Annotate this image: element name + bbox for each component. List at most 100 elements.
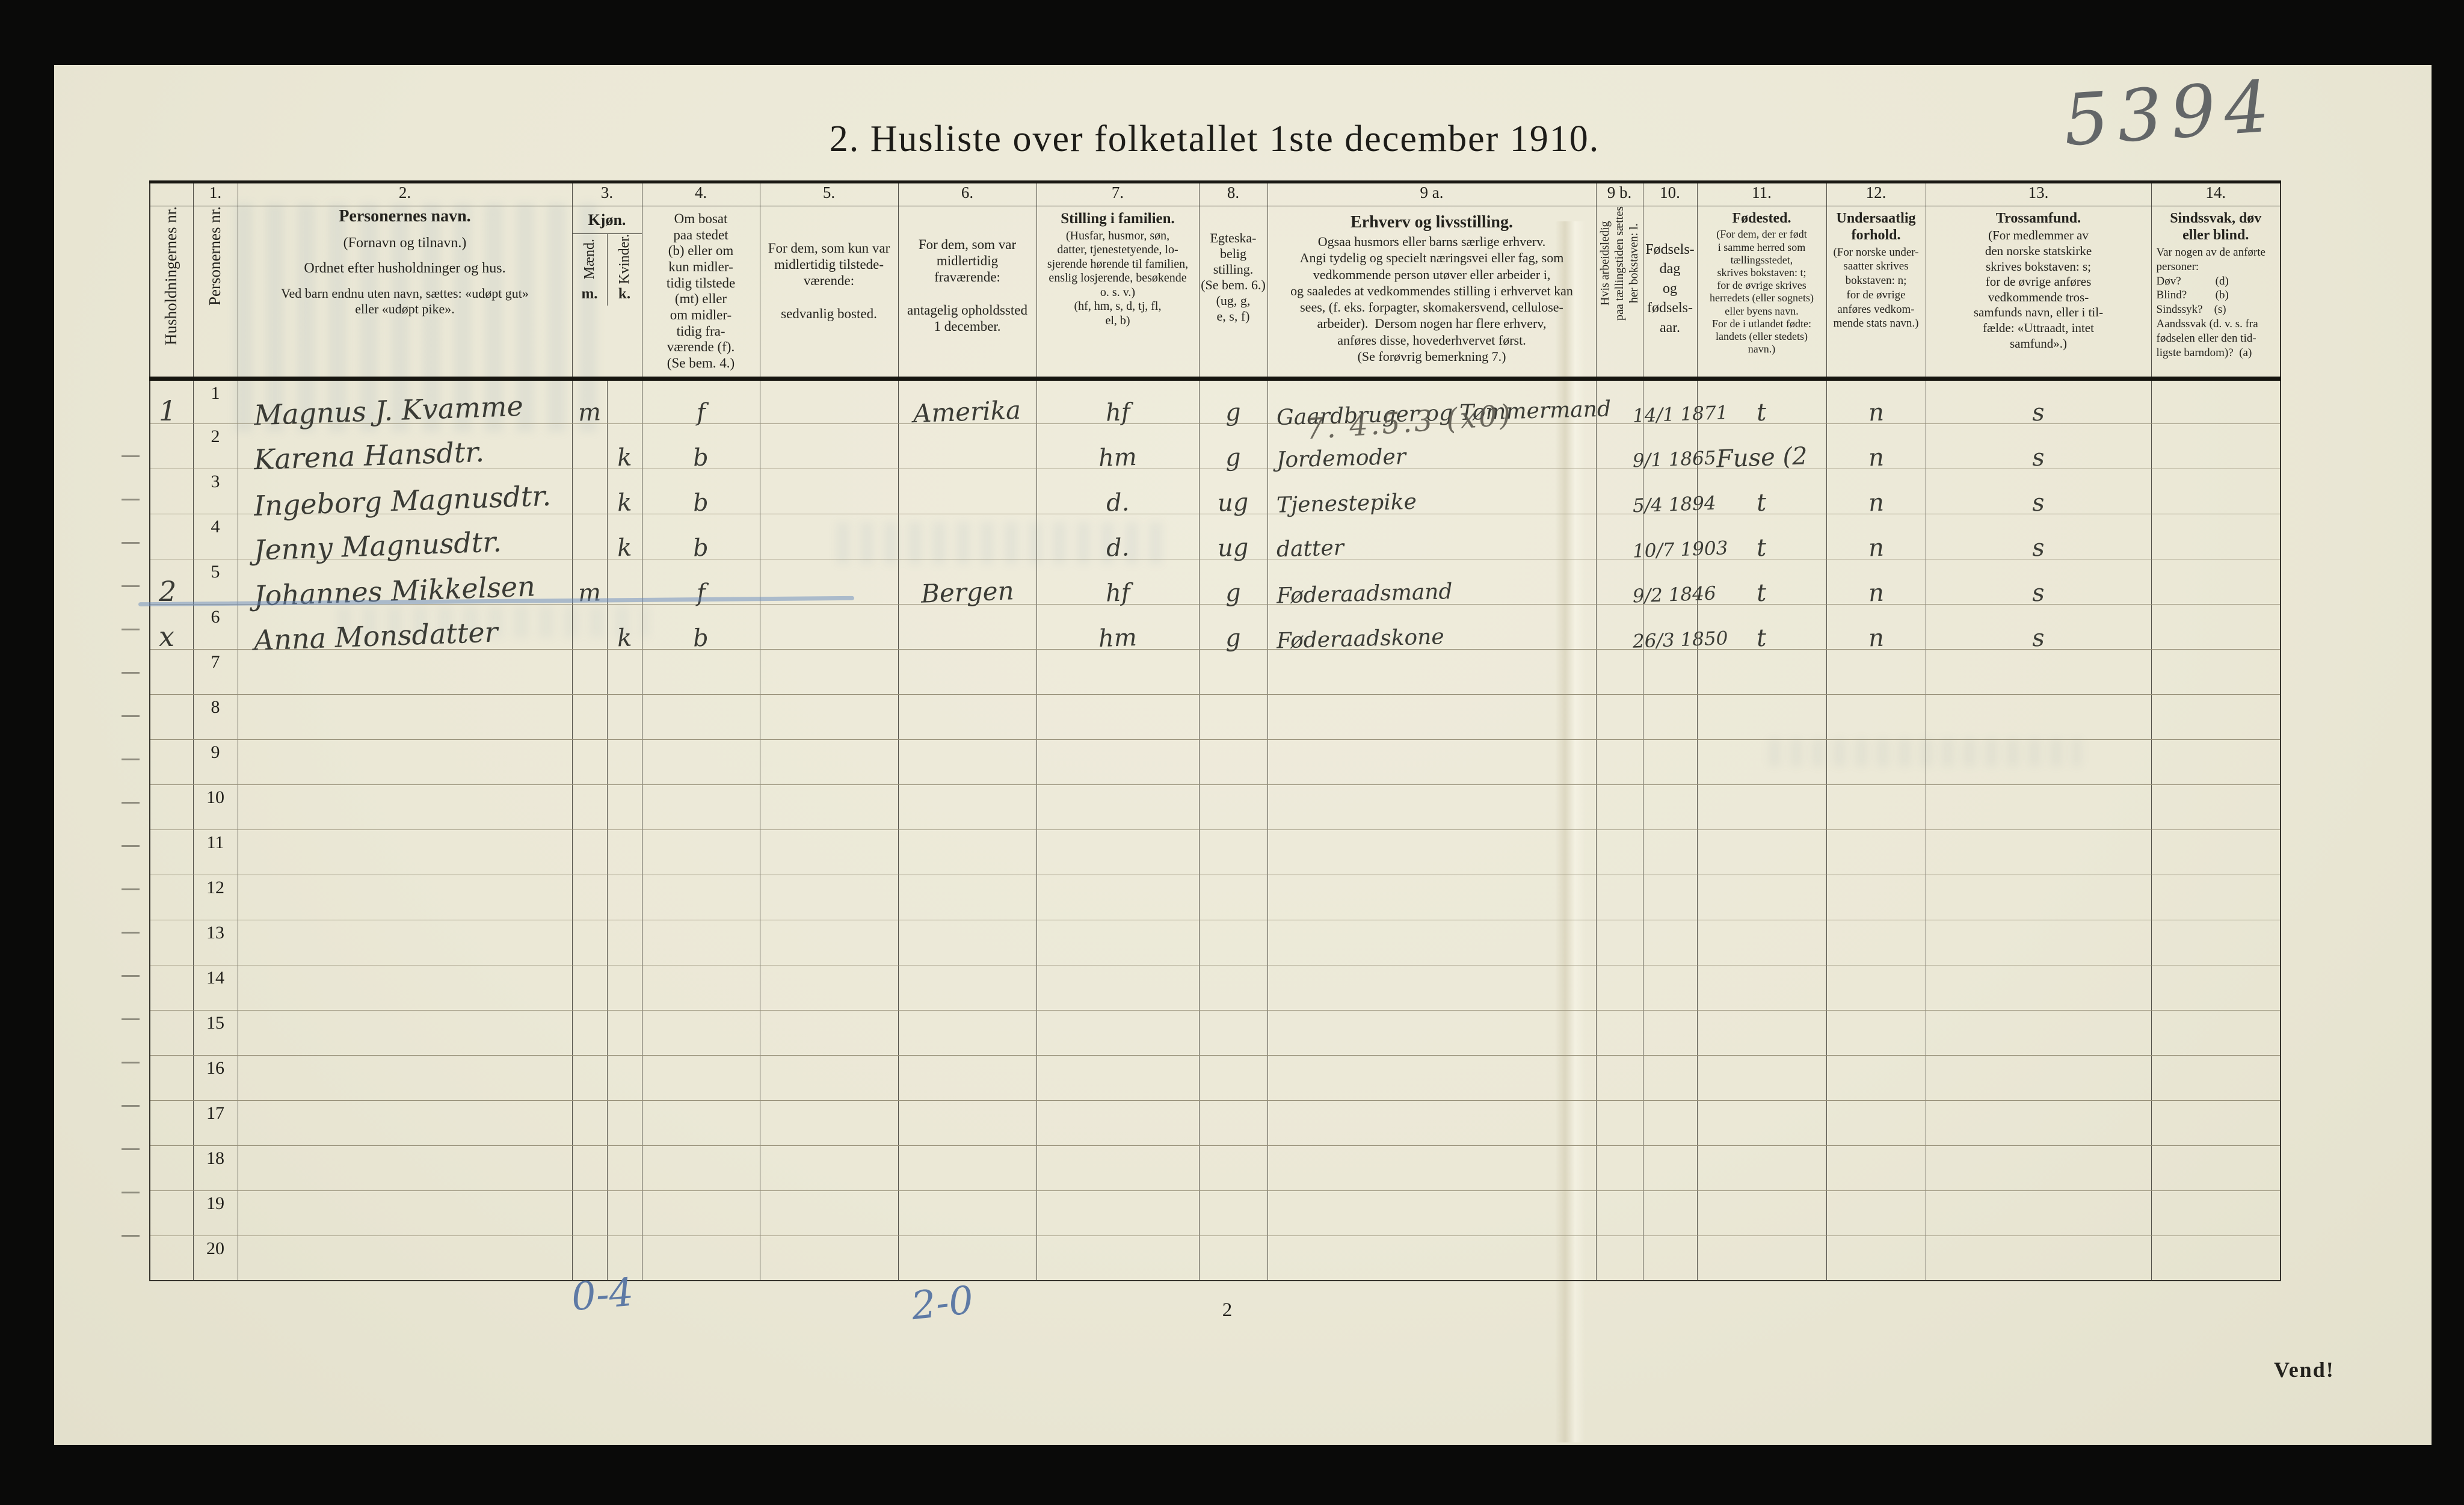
cell-bosat [642,1145,760,1191]
cell-person-nr: 12 [193,875,238,920]
cell-sex-male [572,514,608,559]
cell-household-nr: x [150,604,194,650]
cell-foedested [1697,649,1827,695]
cell-trossamfund [1926,829,2152,875]
table-row: 16 [150,1055,2281,1101]
cell-sex-female [607,694,642,740]
cell-sex-female [607,920,642,965]
cell-opholdssted [898,1236,1037,1281]
cell-person-nr: 15 [193,1010,238,1056]
cell-arbeidsledig [1596,694,1643,740]
person-name: Magnus J. Kvamme [253,389,524,432]
cell-sindssvak [2151,1100,2281,1146]
cell-foedested: t [1697,469,1827,517]
cell-sedvanlig-bosted [760,694,899,740]
cell-undersaatlig: n [1826,378,1926,426]
cell-sedvanlig-bosted [760,1010,899,1056]
colnum-12: 12. [1826,182,1926,206]
table-row: 9 [150,739,2281,785]
cell-erhverv: Jordemoder [1267,423,1597,472]
cell-foedested [1697,784,1827,830]
cell-sedvanlig-bosted [760,784,899,830]
cell-foedested [1697,1055,1827,1101]
colnum-1: 1. [193,182,238,206]
cell-undersaatlig [1826,1055,1926,1101]
colnum-11: 11. [1697,182,1827,206]
cell-stilling: d. [1036,469,1200,517]
header-col9a: Erhverv og livsstilling. Ogsaa husmors e… [1267,206,1597,381]
colnum-5: 5. [760,182,899,206]
cell-erhverv [1267,1145,1597,1191]
cell-egteskabelig [1199,829,1268,875]
cell-bosat: b [642,469,760,517]
cell-sex-female [607,649,642,695]
cell-erhverv: datter [1267,514,1597,562]
margin-tick-marks [122,414,140,1274]
cell-trossamfund [1926,739,2152,785]
cell-sedvanlig-bosted [760,423,899,469]
cell-sedvanlig-bosted [760,920,899,965]
cell-sindssvak [2151,965,2281,1011]
cell-household-nr [150,649,194,695]
colnum-9b: 9 b. [1596,182,1643,206]
col6-header-text: For dem, som var midlertidig fraværende:… [907,237,1027,334]
cell-person-name: Magnus J. Kvamme [238,378,573,431]
cell-undersaatlig [1826,1236,1926,1281]
cell-sex-male [572,875,608,920]
cell-undersaatlig [1826,739,1926,785]
cell-arbeidsledig [1596,469,1643,514]
cell-sindssvak [2151,559,2281,605]
cell-stilling [1036,829,1200,875]
col14-header-body: Var nogen av de anførte personer: Døv? (… [2156,245,2265,360]
cell-sex-male [572,920,608,965]
cell-opholdssted [898,649,1037,695]
cell-stilling [1036,1100,1200,1146]
cell-foedselsdag [1643,739,1698,785]
cell-person-nr: 9 [193,739,238,785]
cell-opholdssted [898,1010,1037,1056]
person-nr-label: Personernes nr. [206,206,224,306]
cell-arbeidsledig [1596,875,1643,920]
cell-person-nr: 8 [193,694,238,740]
cell-household-nr [150,423,194,469]
k-abbr-label: k. [606,284,642,306]
column-header-row: Husholdningernes nr. Personernes nr. Per… [150,206,2281,381]
table-row: 3 Ingeborg Magnusdtr. k b d. ug Tjeneste… [150,469,2281,522]
table-row: x 6 Anna Monsdatter k b hm g Føderaadsko… [150,604,2281,656]
cell-person-nr: 1 [193,378,238,424]
cell-foedselsdag: 14/1 1871 [1632,378,1728,426]
col8-header-text: Egteska- belig stilling. (Se bem. 6.) (u… [1201,230,1266,324]
colnum-7: 7. [1036,182,1200,206]
cell-foedested: t [1697,514,1827,562]
cell-foedselsdag: 9/2 1846 [1632,559,1716,607]
cell-stilling: hm [1036,423,1200,472]
cell-sex-female [607,1236,642,1281]
cell-undersaatlig [1826,965,1926,1011]
cell-sedvanlig-bosted [760,1145,899,1191]
cell-arbeidsledig [1596,1010,1643,1056]
cell-sedvanlig-bosted [760,1100,899,1146]
cell-person-name [238,1010,573,1056]
colnum-9a: 9 a. [1267,182,1597,206]
cell-sex-male [572,469,608,514]
cell-foedselsdag [1643,829,1698,875]
cell-sex-female [607,1010,642,1056]
cell-person-name [238,1145,573,1191]
cell-egteskabelig [1199,1055,1268,1101]
cell-egteskabelig [1199,1010,1268,1056]
cell-egteskabelig [1199,1236,1268,1281]
cell-sex-female [607,739,642,785]
col10-header-text: Fødsels- dag og fødsels- aar. [1645,242,1695,336]
cell-sedvanlig-bosted [760,649,899,695]
cell-sedvanlig-bosted [760,1236,899,1281]
cell-egteskabelig [1199,1145,1268,1191]
cell-person-name [238,1055,573,1101]
cell-stilling [1036,1055,1200,1101]
cell-sindssvak [2151,739,2281,785]
page-title: 2. Husliste over folketallet 1ste decemb… [829,118,1600,159]
cell-person-name [238,649,573,695]
cell-foedselsdag [1643,1055,1698,1101]
cell-household-nr [150,920,194,965]
cell-sedvanlig-bosted [760,739,899,785]
census-table: 1. 2. 3. 4. 5. 6. 7. 8. 9 a. 9 b. 10. 11… [149,180,2281,1282]
